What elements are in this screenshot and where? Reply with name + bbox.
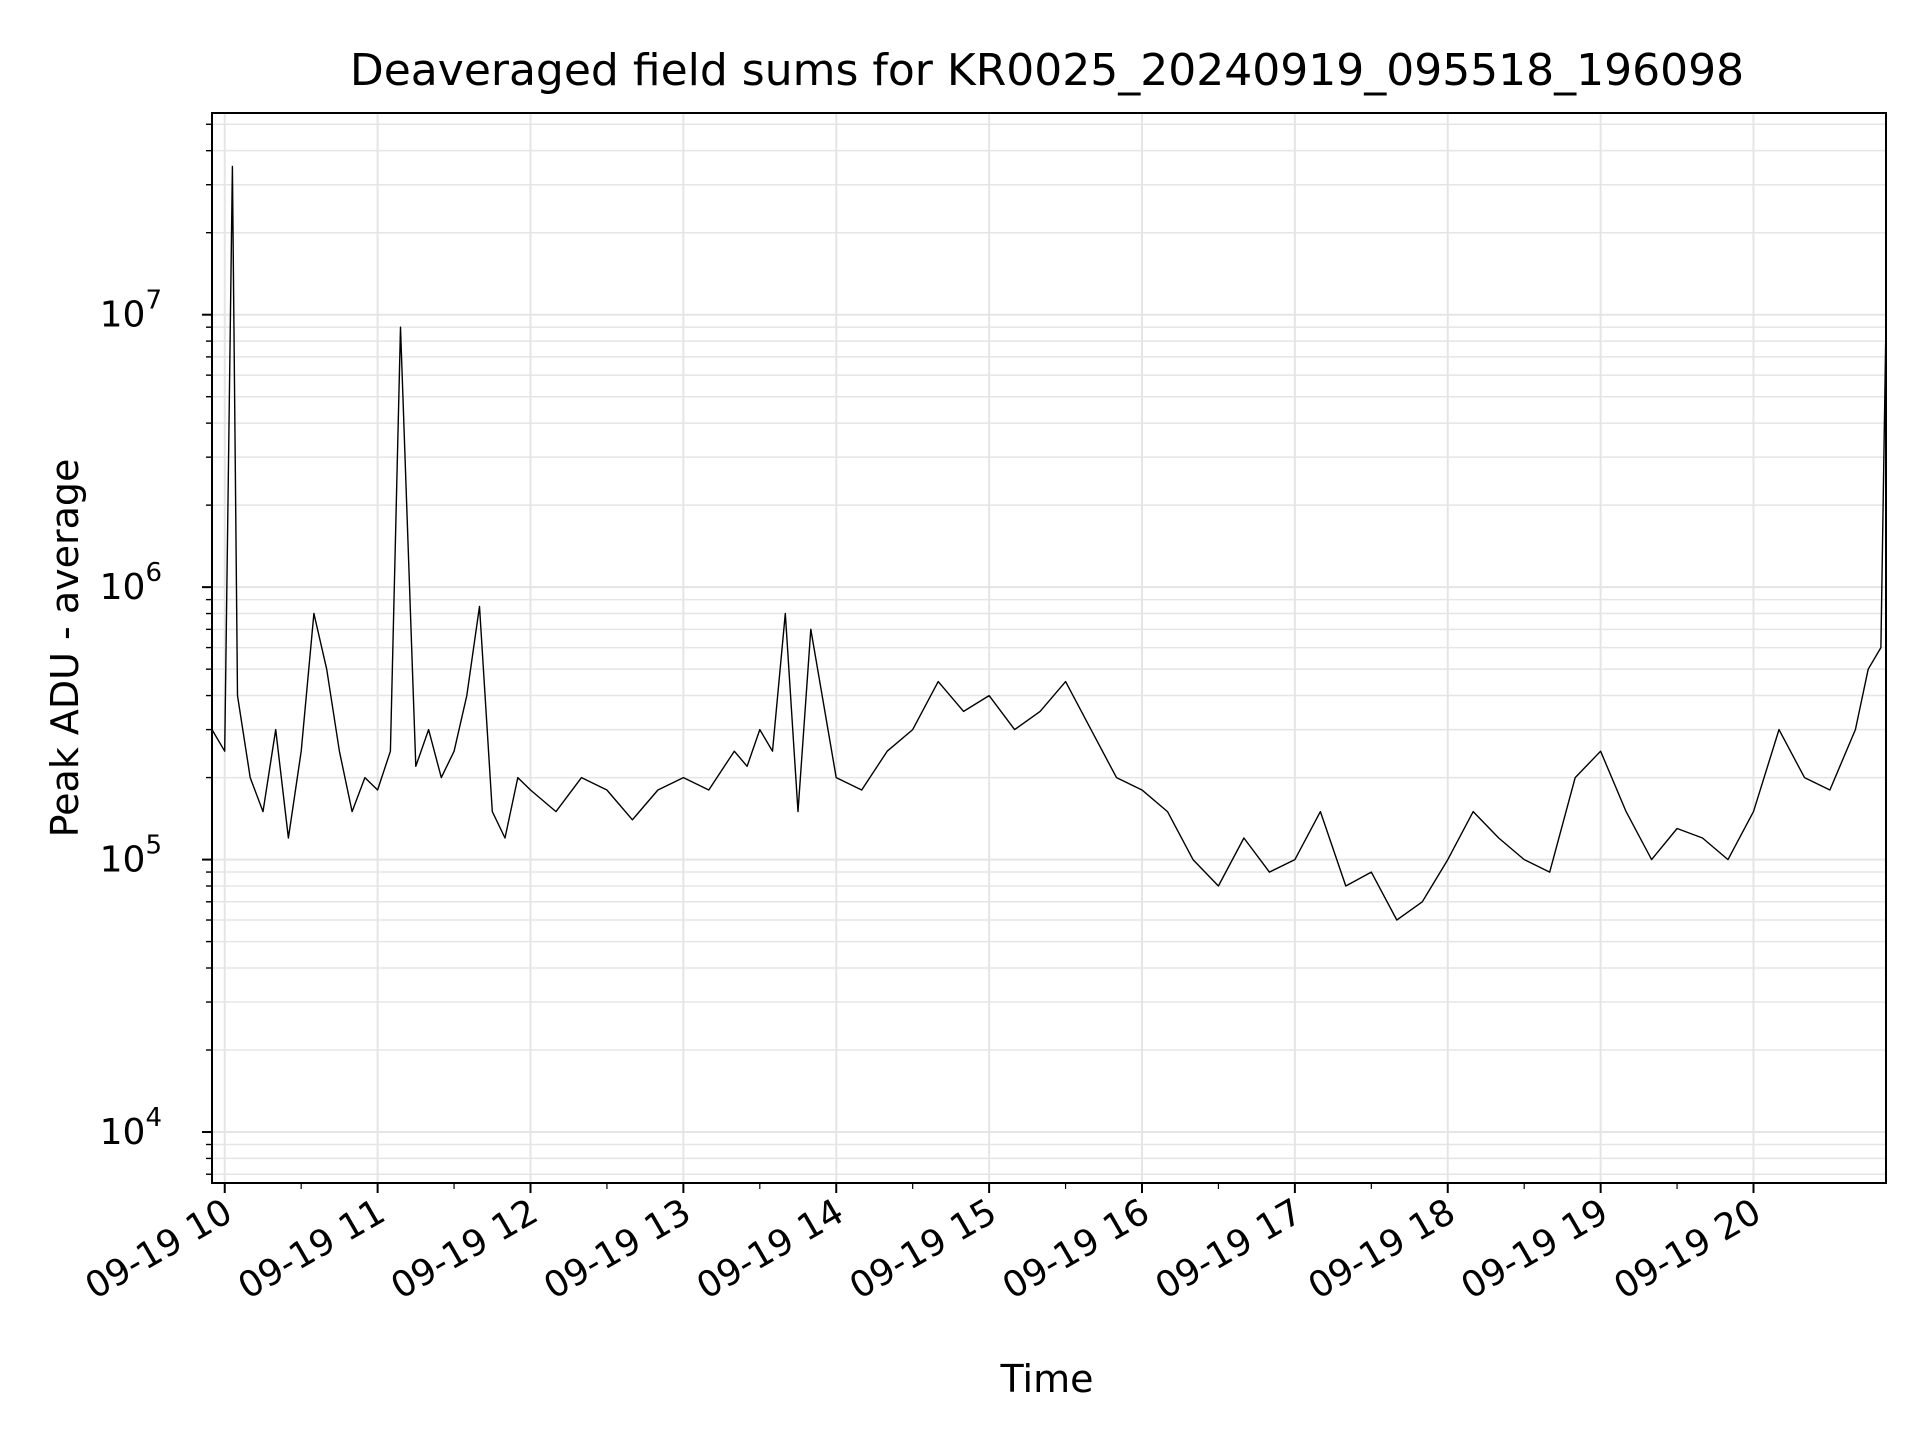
y-tick-base: 10 <box>100 567 146 608</box>
x-tick-label: 09-19 16 <box>996 1191 1157 1307</box>
y-tick-label: 107 <box>100 286 162 336</box>
y-tick-base: 10 <box>100 1112 146 1153</box>
y-tick-exponent: 7 <box>145 286 162 316</box>
y-axis-label: Peak ADU - average <box>43 459 87 838</box>
y-tick-exponent: 4 <box>145 1103 162 1133</box>
y-tick-base: 10 <box>100 840 146 881</box>
y-tick-label: 106 <box>100 558 162 608</box>
chart-title: Deaveraged field sums for KR0025_2024091… <box>350 45 1744 96</box>
x-tick-label: 09-19 19 <box>1454 1191 1615 1307</box>
x-axis-label: Time <box>1000 1357 1094 1401</box>
x-tick-label: 09-19 10 <box>79 1191 240 1307</box>
x-tick-label: 09-19 14 <box>690 1191 851 1307</box>
y-tick-label: 104 <box>100 1103 162 1153</box>
y-tick-base: 10 <box>100 295 146 336</box>
x-tick-label: 09-19 15 <box>843 1191 1004 1307</box>
x-tick-label: 09-19 12 <box>384 1191 545 1307</box>
x-tick-label: 09-19 13 <box>537 1191 698 1307</box>
y-tick-label: 105 <box>100 831 162 881</box>
grid <box>212 113 1886 1183</box>
x-tick-label: 09-19 11 <box>231 1191 392 1307</box>
y-tick-exponent: 6 <box>145 558 162 588</box>
x-tick-label: 09-19 18 <box>1302 1191 1463 1307</box>
y-tick-exponent: 5 <box>145 831 162 861</box>
x-tick-label: 09-19 17 <box>1149 1191 1310 1307</box>
series-line <box>211 165 1887 921</box>
x-tick-label: 09-19 20 <box>1607 1191 1768 1307</box>
